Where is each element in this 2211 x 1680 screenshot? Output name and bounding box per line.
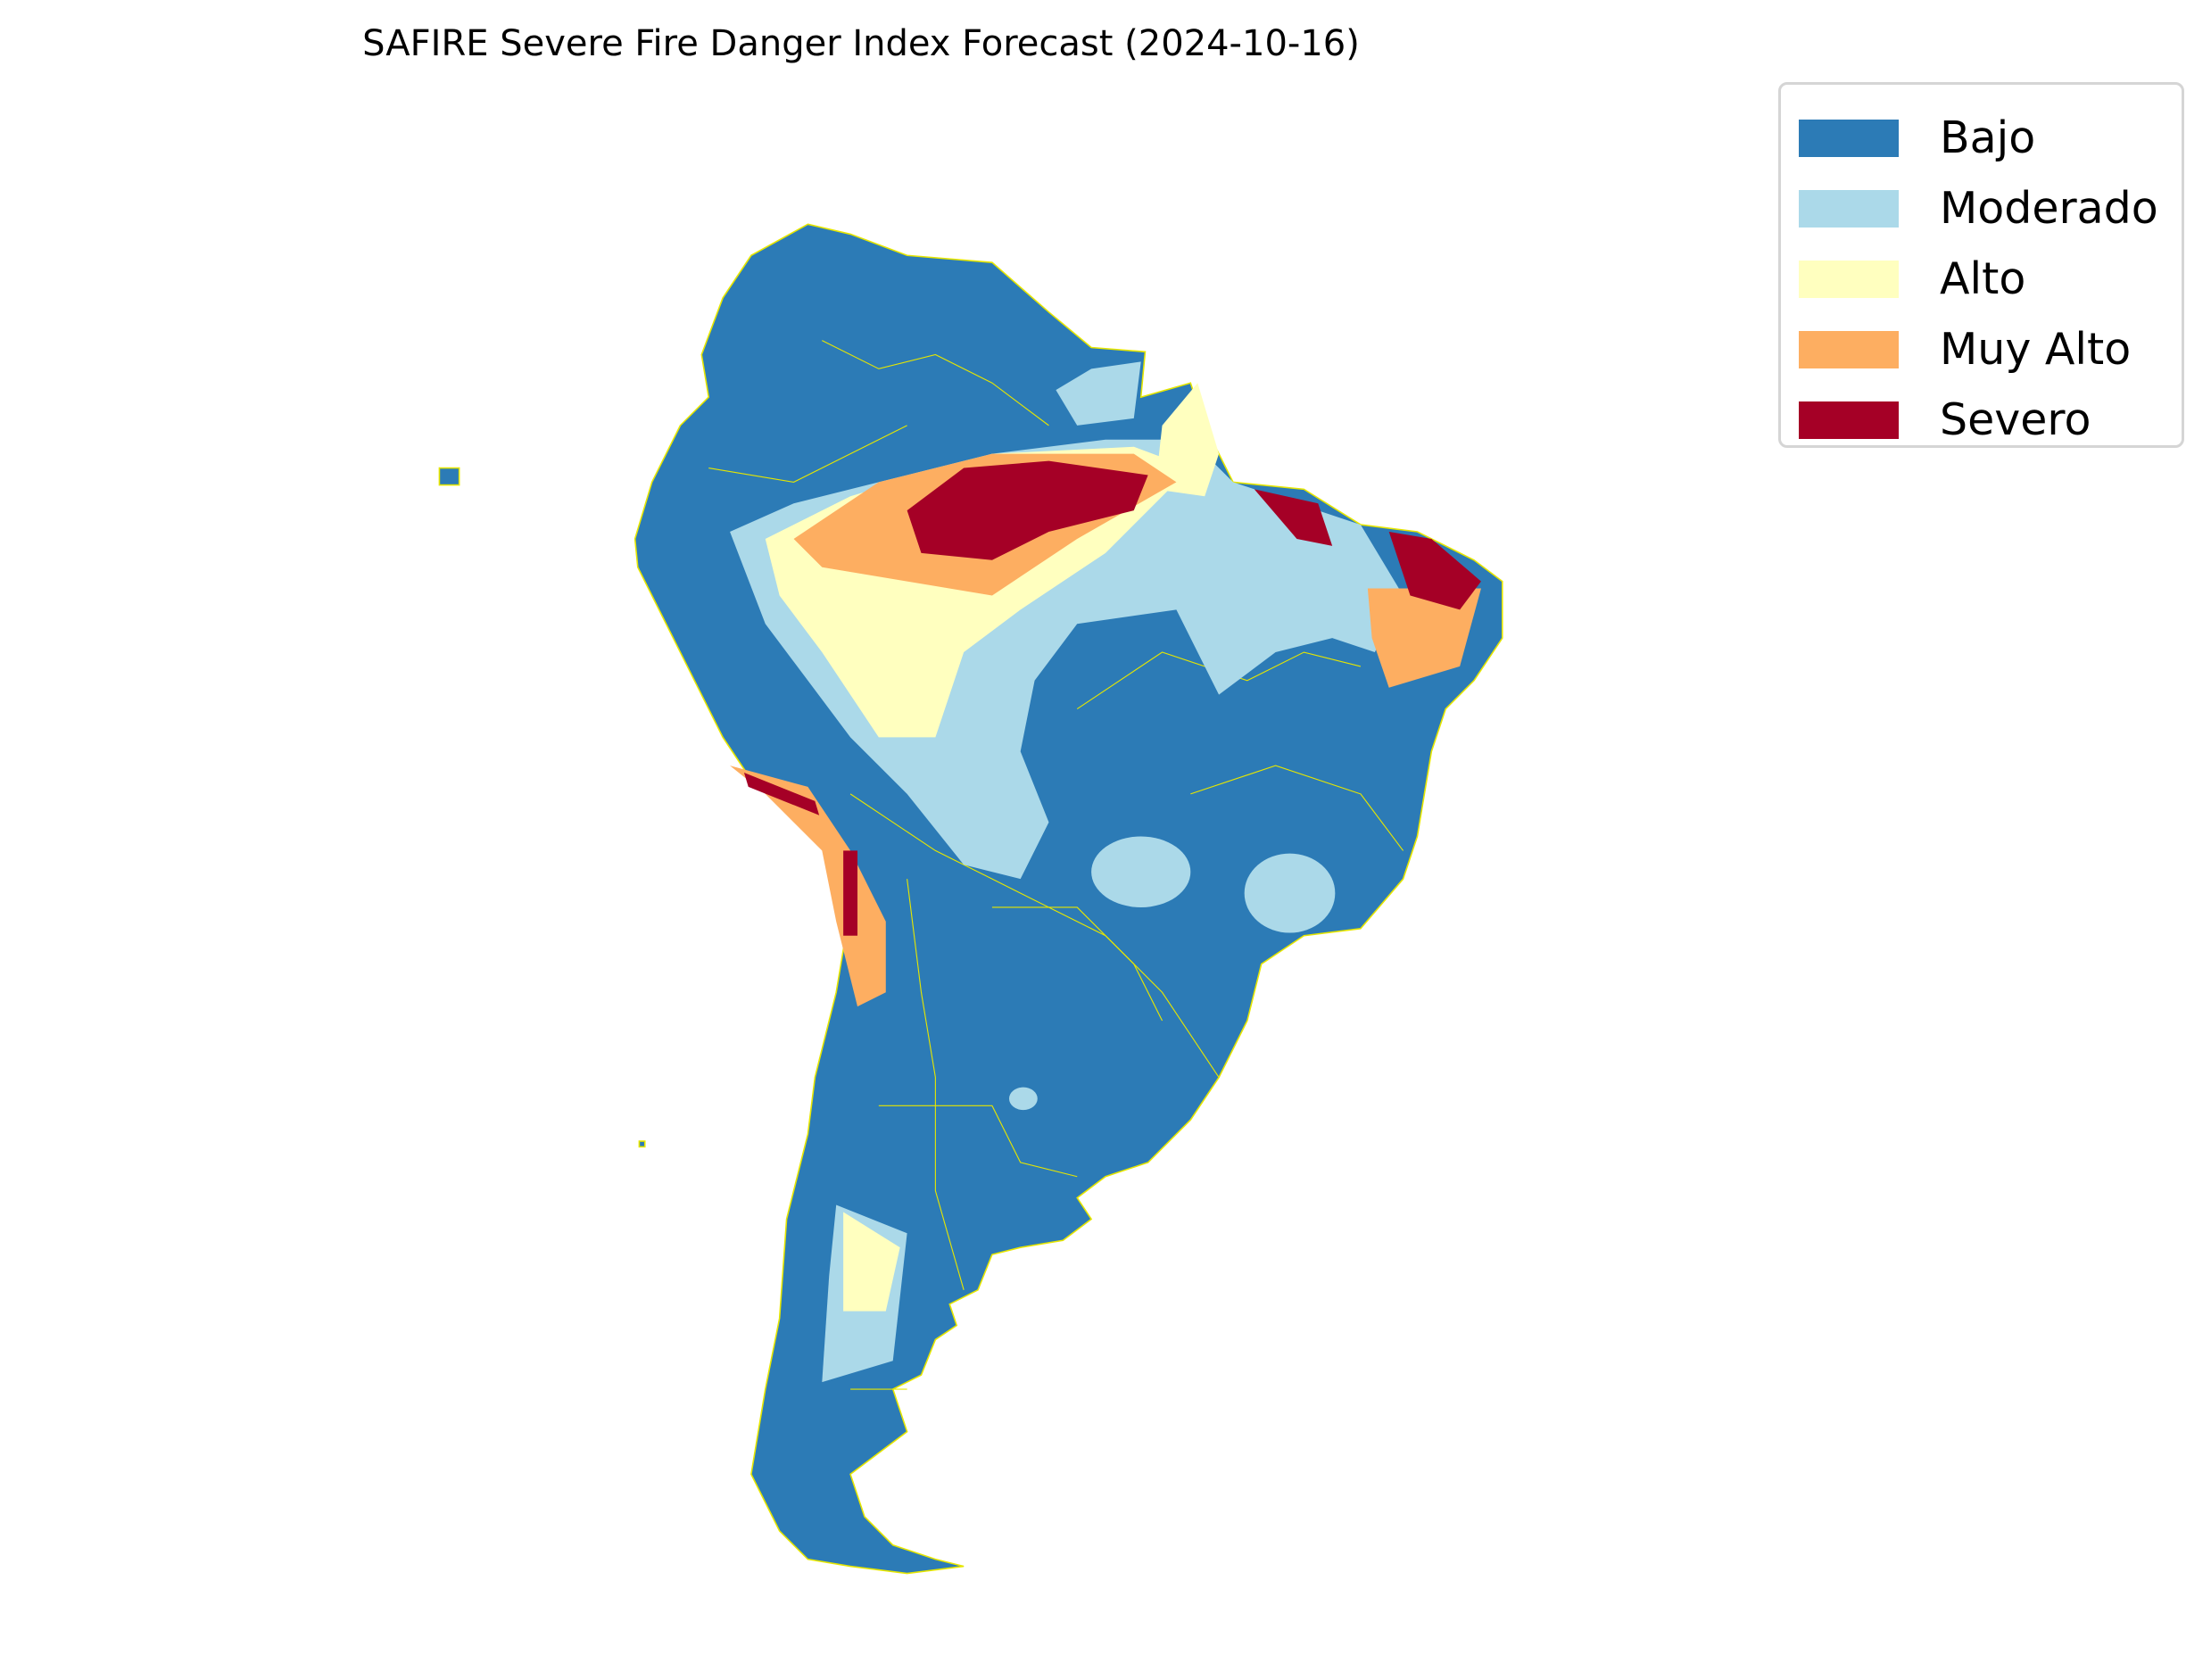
legend: Bajo Moderado Alto Muy Alto Severo (1778, 82, 2184, 448)
region-moderado-se1 (1091, 836, 1191, 907)
legend-item-moderado: Moderado (1799, 173, 2182, 244)
legend-swatch-severo (1799, 401, 1899, 439)
legend-label: Moderado (1940, 183, 2158, 234)
legend-item-muy-alto: Muy Alto (1799, 314, 2182, 385)
legend-swatch-bajo (1799, 119, 1899, 157)
legend-item-bajo: Bajo (1799, 103, 2182, 173)
region-muy-alto-ne (1367, 588, 1481, 688)
legend-swatch-muy-alto (1799, 330, 1899, 368)
legend-swatch-moderado (1799, 189, 1899, 228)
region-moderado-se2 (1244, 853, 1336, 933)
region-moderado-pampa (1008, 1087, 1038, 1111)
legend-label: Alto (1940, 253, 2026, 304)
region-severo-andes (843, 850, 858, 936)
country-borders (708, 340, 1404, 1390)
islands (438, 467, 646, 1148)
legend-label: Muy Alto (1940, 324, 2132, 375)
region-severo-ne2 (1388, 532, 1481, 610)
region-alto-north (1155, 383, 1220, 497)
map-title: SAFIRE Severe Fire Danger Index Forecast… (362, 23, 1360, 64)
region-alto-patagonia (843, 1212, 900, 1312)
region-moderado-ne (1056, 361, 1141, 426)
region-severo-coast (743, 773, 820, 815)
region-severo (907, 460, 1148, 560)
legend-item-severo: Severo (1799, 385, 2182, 455)
region-muy-alto-andes (730, 766, 886, 1007)
legend-label: Severo (1940, 394, 2091, 445)
legend-swatch-alto (1799, 260, 1899, 298)
region-severo-ne1 (1254, 489, 1333, 546)
region-bajo (633, 223, 1503, 1575)
legend-item-alto: Alto (1799, 244, 2182, 314)
legend-label: Bajo (1940, 112, 2036, 163)
